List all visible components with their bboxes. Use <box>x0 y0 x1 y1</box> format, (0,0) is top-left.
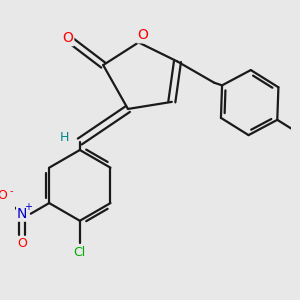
Text: +: + <box>24 202 32 212</box>
Text: O: O <box>62 31 73 45</box>
Text: O: O <box>137 28 148 42</box>
Text: -: - <box>10 186 14 196</box>
Text: H: H <box>60 131 69 145</box>
Text: N: N <box>17 207 28 221</box>
Text: O: O <box>0 189 8 202</box>
Text: Cl: Cl <box>74 246 86 259</box>
Text: O: O <box>17 237 27 250</box>
